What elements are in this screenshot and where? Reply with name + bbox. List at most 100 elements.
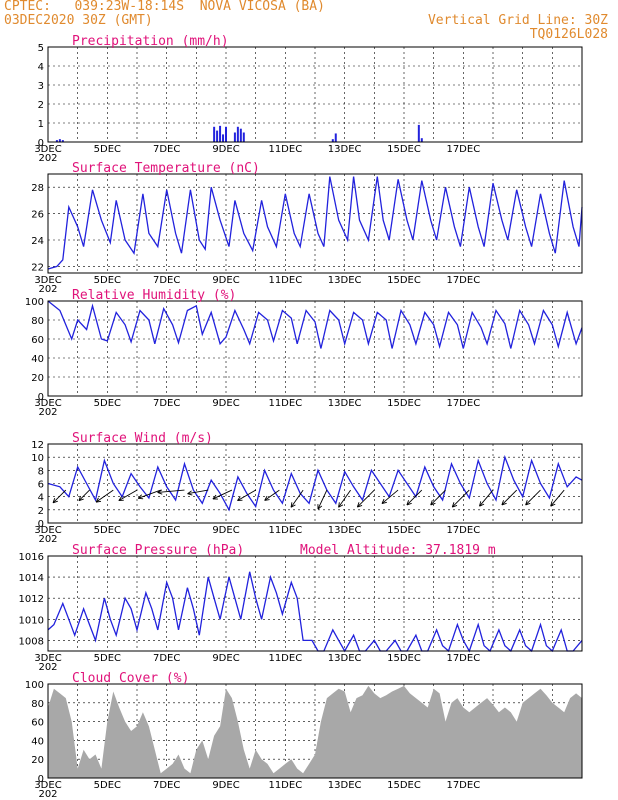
cloud-ytick-label: 60: [31, 718, 44, 729]
wind-xtick-label: 13DEC: [328, 525, 362, 536]
wind-arrow: [338, 489, 351, 508]
wind-arrow-head: [525, 502, 531, 506]
wind-frame: [47, 443, 583, 524]
wind-arrow-shaft: [95, 489, 114, 503]
wind-arrow-shaft: [451, 489, 470, 508]
wind-ytick-label: 10: [31, 453, 44, 464]
precip-xtick-label: 9DEC: [212, 144, 239, 155]
precip-bar: [334, 133, 337, 142]
wind-xtick-label: 7DEC: [153, 525, 180, 536]
cloud-ytick-label: 0: [38, 774, 44, 785]
wind-arrow-shaft: [52, 489, 67, 504]
wind-arrow: [501, 489, 518, 506]
wind-ytick-label: 8: [38, 466, 44, 477]
wind-arrow-head: [187, 493, 193, 496]
pres-xtick-label: 9DEC: [212, 653, 239, 664]
rh-xtick-label: 9DEC: [212, 398, 239, 409]
temp-ytick-label: 24: [31, 236, 44, 247]
cloud-year-label: 202: [38, 789, 57, 800]
pres-ytick-label: 1014: [19, 573, 44, 584]
wind-arrow-shaft: [501, 489, 518, 506]
wind-arrow: [237, 489, 256, 502]
wind-arrow-head: [338, 504, 344, 508]
pres-ytick-label: 1016: [19, 552, 44, 563]
wind-arrow-head: [430, 500, 433, 506]
wind-arrow-head: [501, 500, 504, 506]
precip-bar: [219, 125, 222, 142]
wind-arrow: [525, 489, 541, 506]
wind-arrow-shaft: [525, 489, 541, 506]
wind-ytick-label: 0: [38, 519, 44, 530]
precip-bar: [420, 138, 423, 142]
wind-arrow-head: [264, 495, 268, 501]
cloud-title: Cloud Cover (%): [72, 671, 189, 686]
wind-arrow-head: [381, 501, 387, 505]
rh-year-label: 202: [38, 407, 57, 418]
wind-arrow-shaft: [479, 489, 494, 507]
wind-arrow: [137, 489, 161, 500]
precip-bar: [236, 126, 239, 142]
temp-ytick-label: 22: [31, 262, 44, 273]
wind-arrow-shaft: [78, 489, 90, 502]
precip-bar: [233, 132, 236, 142]
cloud-area: [48, 685, 582, 778]
wind-arrow-head: [550, 503, 556, 507]
wind-arrow-head: [264, 499, 270, 501]
temp-xtick-label: 15DEC: [387, 275, 421, 286]
wind-line: [47, 454, 583, 512]
rh-ytick-label: 100: [25, 297, 44, 308]
temp-xtick-label: 7DEC: [153, 275, 180, 286]
precip-bar: [242, 132, 245, 142]
temp-ytick-label: 26: [31, 210, 44, 221]
rh-ytick-label: 40: [31, 354, 44, 365]
header-code: TQ0126L028: [529, 27, 608, 42]
rh-xtick-label: 3DEC: [34, 398, 61, 409]
pres-ytick-label: 1012: [19, 594, 44, 605]
rh-line: [47, 300, 583, 350]
wind-arrow: [479, 489, 494, 507]
pres-xtick-label: 13DEC: [328, 653, 362, 664]
wind-arrow-shaft: [264, 489, 280, 501]
precip-bar: [222, 134, 225, 142]
wind-arrow-head: [525, 500, 528, 506]
pres-year-label: 202: [38, 662, 57, 673]
wind-arrow-head: [95, 500, 102, 503]
precip-xtick-label: 7DEC: [153, 144, 180, 155]
pres-title: Surface Pressure (hPa): [72, 543, 244, 558]
precip-xtick-label: 11DEC: [268, 144, 302, 155]
wind-arrow-head: [157, 492, 163, 495]
wind-arrow-shaft: [157, 489, 185, 493]
wind-arrow-shaft: [187, 489, 209, 495]
wind-arrow-head: [451, 502, 455, 508]
wind-arrow-head: [137, 494, 142, 499]
header-source: CPTEC:: [4, 0, 51, 14]
wind-arrow-head: [52, 497, 56, 503]
wind-arrow: [52, 489, 67, 504]
pres-panel: 1008 1010 1012 1014 1016 3DEC 5DEC 7DEC 9DEC 11DE…: [19, 543, 583, 673]
rh-xtick-label: 11DEC: [268, 398, 302, 409]
temp-xtick-label: 9DEC: [212, 275, 239, 286]
wind-arrow-head: [52, 500, 58, 504]
wind-arrow-head: [237, 496, 241, 501]
wind-arrow-shaft: [138, 489, 161, 499]
wind-arrow-head: [317, 505, 323, 510]
precip-xtick-label: 3DEC: [34, 144, 61, 155]
wind-xtick-label: 11DEC: [268, 525, 302, 536]
precip-frame: [47, 46, 583, 143]
wind-arrow-head: [430, 502, 436, 506]
wind-arrow: [381, 489, 399, 505]
cloud-xtick-label: 5DEC: [94, 780, 121, 791]
precip-bar: [239, 128, 242, 142]
wind-arrow-shaft: [237, 489, 256, 501]
precip-xtick-label: 17DEC: [446, 144, 480, 155]
wind-arrow: [95, 489, 114, 503]
rh-title: Relative Humidity (%): [72, 288, 236, 303]
wind-arrow: [430, 489, 446, 506]
wind-arrow: [212, 489, 233, 500]
pres-ytick-label: 1010: [19, 615, 44, 626]
rh-panel: 0 20 40 60 80 100 3DEC 5DEC 7DEC 9DEC 11DEC 13DEC 15…: [25, 288, 583, 418]
wind-arrow-head: [212, 494, 217, 500]
rh-xtick-label: 7DEC: [153, 398, 180, 409]
wind-xtick-label: 3DEC: [34, 525, 61, 536]
precip-xtick-label: 13DEC: [328, 144, 362, 155]
